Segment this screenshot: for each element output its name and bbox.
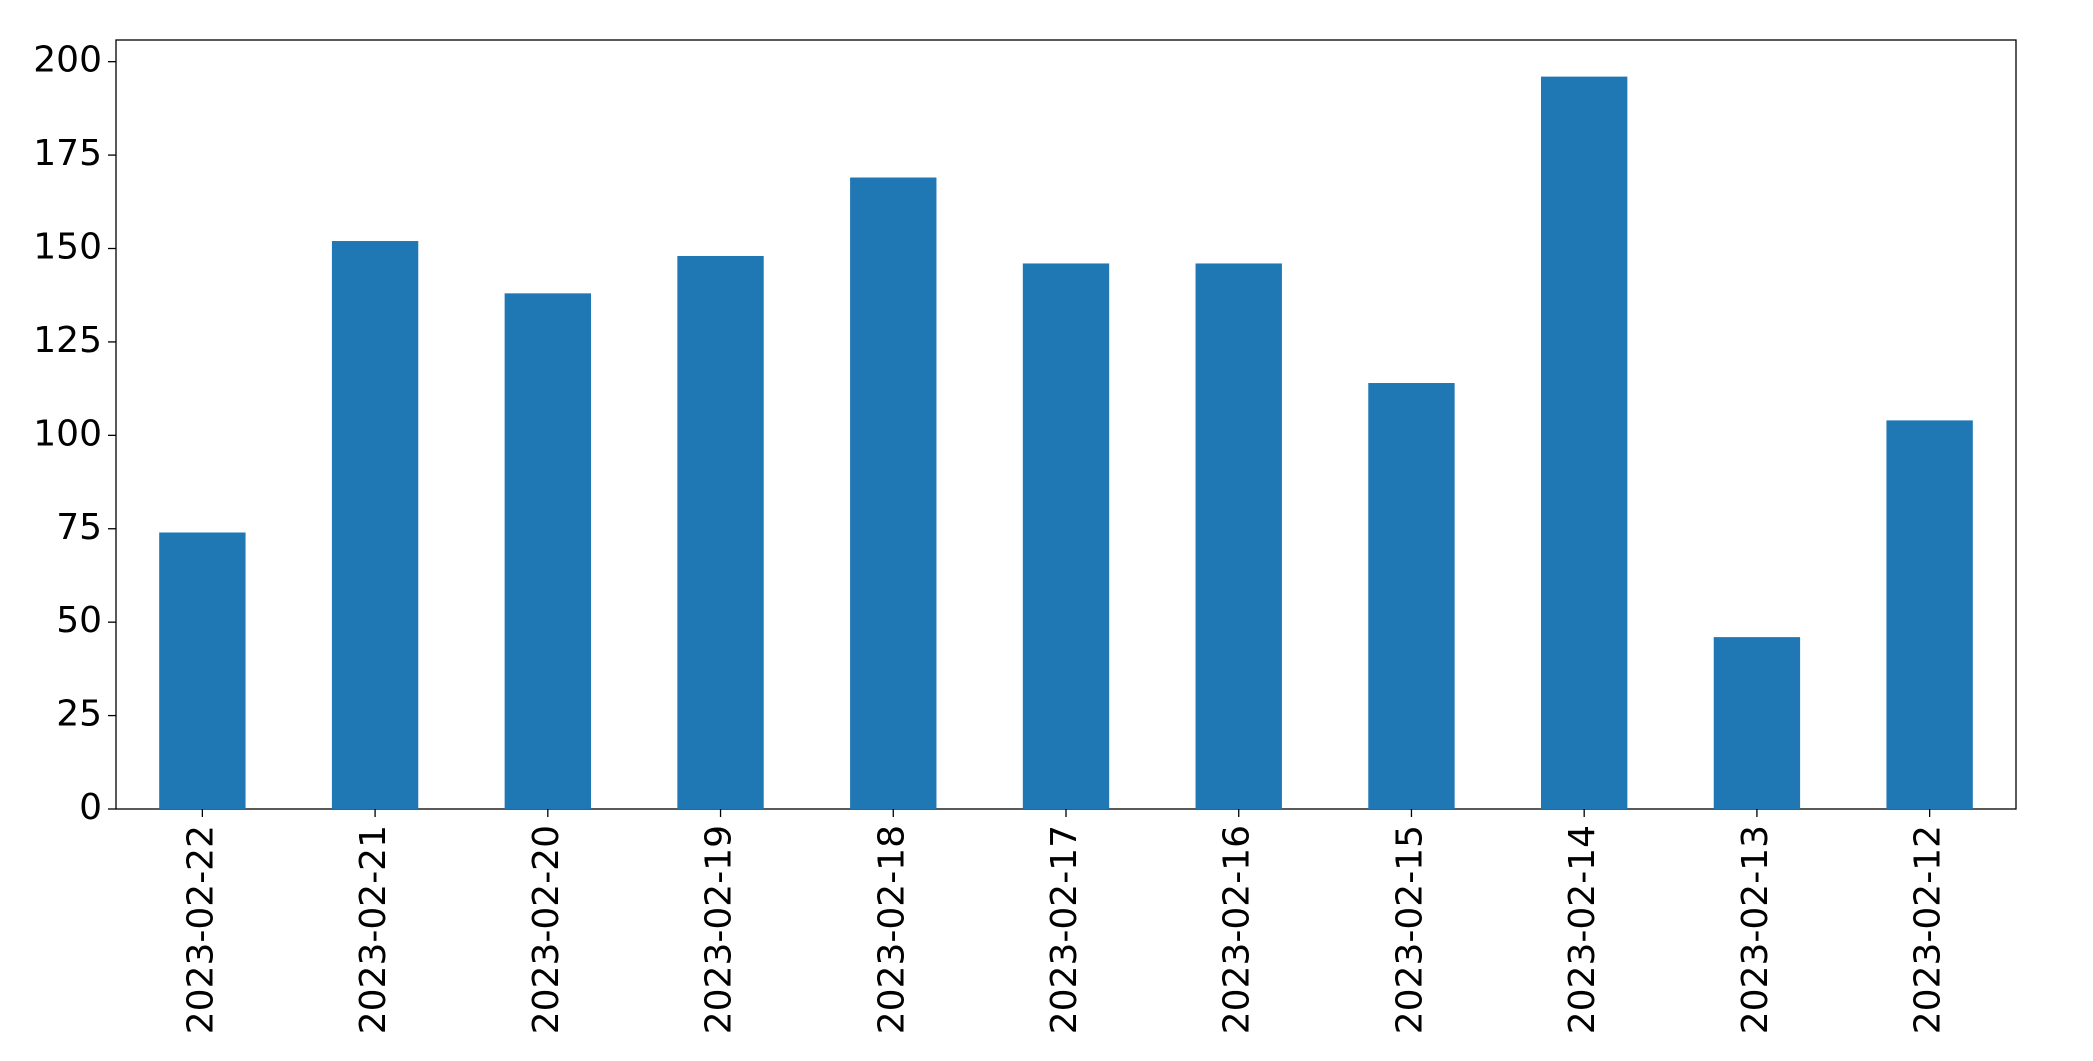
bar <box>504 293 591 810</box>
bar <box>1541 76 1628 810</box>
y-tick-label: 100 <box>33 413 102 454</box>
x-tick-label: 2023-02-14 <box>1562 825 1603 1034</box>
x-tick-label: 2023-02-16 <box>1217 825 1258 1034</box>
x-tick-label: 2023-02-13 <box>1735 825 1776 1034</box>
x-tick-label: 2023-02-20 <box>526 825 567 1034</box>
x-tick-label: 2023-02-22 <box>180 825 221 1034</box>
y-tick-label: 200 <box>33 40 102 81</box>
bar <box>850 177 937 810</box>
x-tick-label: 2023-02-15 <box>1389 825 1430 1034</box>
y-tick-label: 25 <box>56 694 102 735</box>
y-tick-label: 175 <box>33 133 102 174</box>
bar <box>677 255 764 809</box>
y-tick-label: 75 <box>56 507 102 548</box>
y-tick-label: 50 <box>56 600 102 641</box>
x-tick-label: 2023-02-17 <box>1044 825 1085 1034</box>
bar <box>159 532 246 809</box>
y-tick-label: 0 <box>79 787 102 828</box>
bar <box>1713 637 1801 809</box>
x-tick-label: 2023-02-21 <box>353 825 394 1034</box>
x-tick-label: 2023-02-18 <box>871 825 912 1034</box>
bar <box>1195 263 1282 809</box>
x-tick-label: 2023-02-12 <box>1908 825 1949 1034</box>
bar <box>1022 263 1110 809</box>
y-tick-label: 150 <box>33 227 102 268</box>
y-tick-label: 125 <box>33 320 102 361</box>
bar <box>1368 383 1455 809</box>
x-tick-label: 2023-02-19 <box>699 825 740 1034</box>
bar <box>1886 420 1973 809</box>
bar <box>331 241 419 809</box>
